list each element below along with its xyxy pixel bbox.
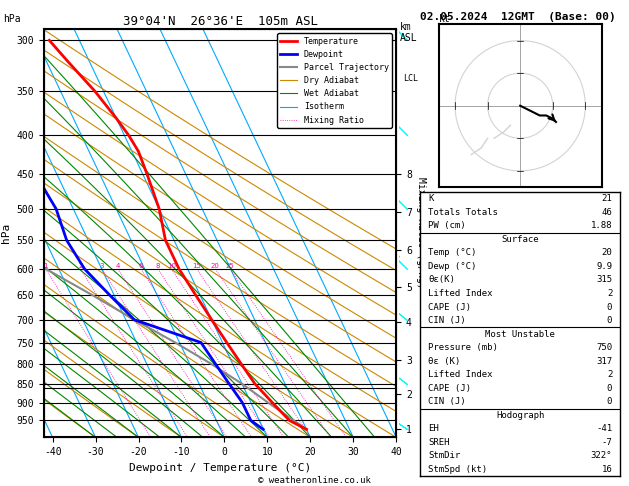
Text: PW (cm): PW (cm) xyxy=(428,221,466,230)
Text: © weatheronline.co.uk: © weatheronline.co.uk xyxy=(258,476,371,485)
X-axis label: Dewpoint / Temperature (°C): Dewpoint / Temperature (°C) xyxy=(129,463,311,473)
Text: 6: 6 xyxy=(138,263,143,269)
Text: 3: 3 xyxy=(100,263,104,269)
Text: 21: 21 xyxy=(601,194,612,203)
Text: 0: 0 xyxy=(607,384,612,393)
Text: 1: 1 xyxy=(43,263,48,269)
Text: 322°: 322° xyxy=(591,451,612,460)
Text: SREH: SREH xyxy=(428,438,450,447)
Text: Hodograph: Hodograph xyxy=(496,411,544,420)
Text: 16: 16 xyxy=(601,465,612,474)
Text: Lifted Index: Lifted Index xyxy=(428,289,493,298)
Text: 315: 315 xyxy=(596,276,612,284)
Text: CIN (J): CIN (J) xyxy=(428,398,466,406)
Text: 02.05.2024  12GMT  (Base: 00): 02.05.2024 12GMT (Base: 00) xyxy=(420,12,616,22)
Text: 9.9: 9.9 xyxy=(596,262,612,271)
Text: 2: 2 xyxy=(607,370,612,379)
Text: 0: 0 xyxy=(607,316,612,325)
Text: Lifted Index: Lifted Index xyxy=(428,370,493,379)
Text: kt: kt xyxy=(439,14,450,23)
Text: km
ASL: km ASL xyxy=(399,22,417,43)
Text: 20: 20 xyxy=(211,263,220,269)
Text: -41: -41 xyxy=(596,424,612,434)
Text: CAPE (J): CAPE (J) xyxy=(428,384,471,393)
Legend: Temperature, Dewpoint, Parcel Trajectory, Dry Adiabat, Wet Adiabat, Isotherm, Mi: Temperature, Dewpoint, Parcel Trajectory… xyxy=(277,34,392,128)
Text: 750: 750 xyxy=(596,343,612,352)
Text: LCL: LCL xyxy=(403,74,418,83)
Text: CAPE (J): CAPE (J) xyxy=(428,303,471,312)
Text: hPa: hPa xyxy=(3,14,21,24)
Text: StmDir: StmDir xyxy=(428,451,460,460)
Text: EH: EH xyxy=(428,424,439,434)
Text: 2: 2 xyxy=(78,263,82,269)
Text: Pressure (mb): Pressure (mb) xyxy=(428,343,498,352)
Title: 39°04'N  26°36'E  105m ASL: 39°04'N 26°36'E 105m ASL xyxy=(123,15,318,28)
Text: 2: 2 xyxy=(607,289,612,298)
Text: θε (K): θε (K) xyxy=(428,357,460,365)
Text: Totals Totals: Totals Totals xyxy=(428,208,498,217)
Text: 46: 46 xyxy=(601,208,612,217)
Text: 4: 4 xyxy=(116,263,120,269)
Text: 8: 8 xyxy=(155,263,160,269)
Text: CIN (J): CIN (J) xyxy=(428,316,466,325)
Text: -7: -7 xyxy=(601,438,612,447)
Text: 0: 0 xyxy=(607,398,612,406)
Text: 1.88: 1.88 xyxy=(591,221,612,230)
Text: 317: 317 xyxy=(596,357,612,365)
Text: Temp (°C): Temp (°C) xyxy=(428,248,477,258)
Text: 10: 10 xyxy=(167,263,176,269)
Y-axis label: Mixing Ratio (g/kg): Mixing Ratio (g/kg) xyxy=(416,177,426,289)
Text: 15: 15 xyxy=(192,263,201,269)
Text: 25: 25 xyxy=(226,263,235,269)
Y-axis label: hPa: hPa xyxy=(1,223,11,243)
Text: StmSpd (kt): StmSpd (kt) xyxy=(428,465,487,474)
Text: Surface: Surface xyxy=(501,235,539,244)
Text: 20: 20 xyxy=(601,248,612,258)
Text: Most Unstable: Most Unstable xyxy=(485,330,555,339)
Text: Dewp (°C): Dewp (°C) xyxy=(428,262,477,271)
Text: K: K xyxy=(428,194,433,203)
Text: θε(K): θε(K) xyxy=(428,276,455,284)
Text: 0: 0 xyxy=(607,303,612,312)
